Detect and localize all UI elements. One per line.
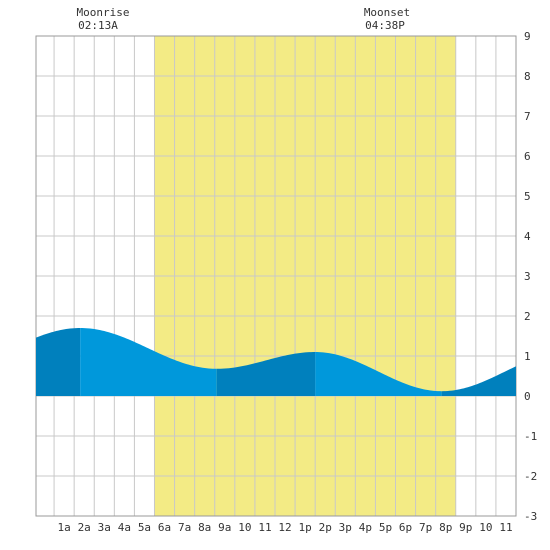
x-tick-label: 12 xyxy=(278,521,291,534)
moonrise-time: 02:13A xyxy=(78,19,118,32)
tide-segment xyxy=(80,328,217,396)
x-tick-label: 8p xyxy=(439,521,452,534)
x-tick-label: 2p xyxy=(319,521,332,534)
plot-border xyxy=(35,35,517,517)
x-tick-label: 4a xyxy=(118,521,131,534)
y-tick-label: 0 xyxy=(524,390,531,403)
y-tick-label: 2 xyxy=(524,310,531,323)
y-tick-label: 1 xyxy=(524,350,531,363)
tide-segment xyxy=(315,352,442,396)
y-tick-label: 7 xyxy=(524,110,531,123)
tide-area xyxy=(36,328,516,396)
x-tick-label: 10 xyxy=(479,521,492,534)
y-tick-label: 4 xyxy=(524,230,531,243)
tide-segment xyxy=(441,366,516,396)
moonrise-label: Moonrise xyxy=(77,6,130,19)
y-tick-label: 9 xyxy=(524,30,531,43)
grid-lines xyxy=(35,35,517,517)
y-tick-label: -1 xyxy=(524,430,537,443)
x-tick-label: 11 xyxy=(499,521,512,534)
x-tick-label: 5a xyxy=(138,521,151,534)
moonset-label: Moonset xyxy=(364,6,410,19)
x-tick-label: 1p xyxy=(298,521,311,534)
x-tick-label: 4p xyxy=(359,521,372,534)
y-tick-label: 3 xyxy=(524,270,531,283)
y-tick-label: -3 xyxy=(524,510,537,523)
y-tick-label: -2 xyxy=(524,470,537,483)
x-tick-label: 7a xyxy=(178,521,191,534)
x-tick-label: 3a xyxy=(98,521,111,534)
x-tick-label: 6a xyxy=(158,521,171,534)
y-tick-label: 5 xyxy=(524,190,531,203)
x-tick-label: 2a xyxy=(78,521,91,534)
moonset-time: 04:38P xyxy=(365,19,405,32)
x-tick-label: 8a xyxy=(198,521,211,534)
x-tick-label: 9p xyxy=(459,521,472,534)
moon-info: Moonrise 02:13A Moonset 04:38P xyxy=(77,6,411,32)
tide-segment xyxy=(36,328,81,396)
tide-segment xyxy=(216,352,316,396)
x-tick-label: 1a xyxy=(57,521,70,534)
x-tick-label: 10 xyxy=(238,521,251,534)
x-tick-label: 9a xyxy=(218,521,231,534)
x-tick-label: 3p xyxy=(339,521,352,534)
x-tick-label: 6p xyxy=(399,521,412,534)
x-tick-label: 7p xyxy=(419,521,432,534)
y-axis-labels: -3 -2 -1 0 1 2 3 4 5 6 7 8 9 xyxy=(524,30,537,523)
y-tick-label: 8 xyxy=(524,70,531,83)
x-tick-label: 5p xyxy=(379,521,392,534)
x-axis-labels: 1a 2a 3a 4a 5a 6a 7a 8a 9a 10 11 12 1p 2p 3p 4p 5p 6p 7p 8p… xyxy=(57,521,512,534)
y-tick-label: 6 xyxy=(524,150,531,163)
x-tick-label: 11 xyxy=(258,521,271,534)
